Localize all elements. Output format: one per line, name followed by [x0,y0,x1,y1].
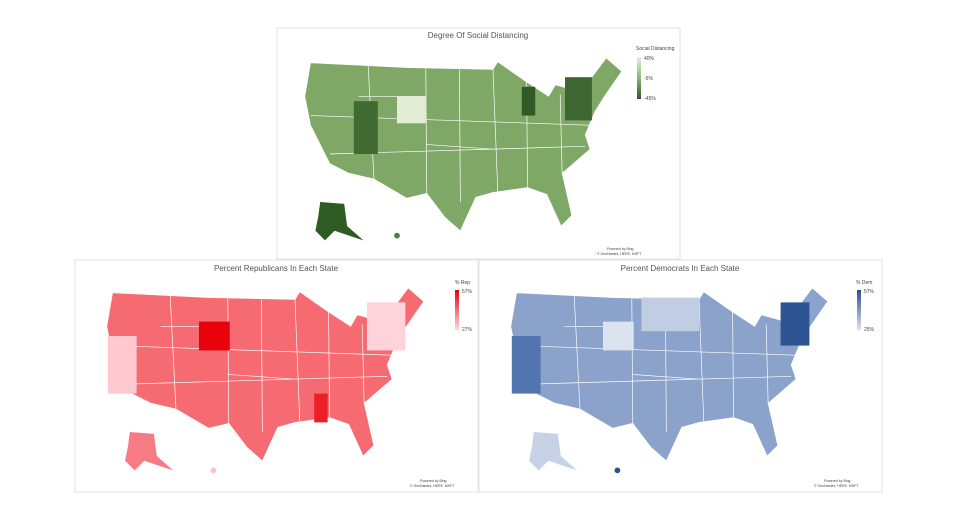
map-title: Percent Democrats In Each State [621,264,740,273]
legend-title: % Dem [856,280,872,286]
map-title: Degree Of Social Distancing [428,31,529,40]
footer: Powered by Bing [420,479,447,483]
map-panel: Percent Democrats In Each State % Dem 57… [478,259,883,493]
legend-title: % Rep [455,280,470,286]
legend-label: 40% [644,56,655,62]
us-map [510,287,829,474]
legend-label: 57% [864,289,875,295]
legend-label: -45% [644,96,656,102]
us-map [106,287,425,474]
legend-scale [637,57,641,99]
map-panel: Percent Republicans In Each State % Rep … [74,259,479,493]
legend-label: 27% [462,327,473,333]
legend-label: 25% [864,327,875,333]
legend-title: Social Distancing [636,46,675,52]
legend-label: -5% [644,76,653,82]
footer: Powered by Bing [607,247,634,251]
legend-scale [857,290,861,330]
footer: © GeoNames, HERE, MSFT [814,484,859,488]
footer: © GeoNames, HERE, MSFT [410,484,455,488]
footer: Powered by Bing [824,479,851,483]
map-title: Percent Republicans In Each State [214,264,339,273]
us-map [304,57,623,241]
map-panel: Degree Of Social Distancing Social Dista… [276,27,681,260]
footer: © GeoNames, HERE, MSFT [597,252,642,256]
legend-scale [455,290,459,330]
legend-label: 57% [462,289,473,295]
